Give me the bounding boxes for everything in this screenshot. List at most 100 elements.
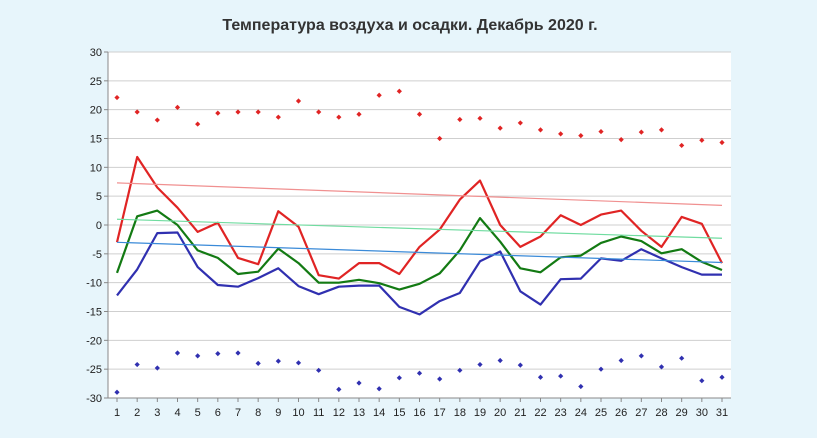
data-point-7: [356, 380, 362, 386]
data-point-6: [558, 131, 564, 137]
data-point-6: [497, 125, 503, 131]
x-tick-label: 17: [434, 407, 446, 419]
data-point-7: [114, 389, 120, 395]
data-point-6: [537, 127, 544, 133]
y-tick-label: -20: [86, 335, 102, 347]
data-point-6: [356, 111, 362, 117]
y-tick-label: 30: [90, 47, 102, 59]
data-point-6: [719, 139, 725, 146]
x-tick-label: 23: [555, 407, 567, 419]
x-tick-label: 13: [353, 407, 365, 419]
x-tick-label: 29: [676, 407, 688, 419]
data-point-7: [376, 386, 382, 392]
x-tick-label: 10: [292, 407, 304, 419]
y-tick-label: 0: [96, 220, 102, 232]
x-tick-label: 12: [333, 407, 345, 419]
data-point-7: [578, 383, 584, 390]
data-point-7: [396, 375, 402, 381]
y-tick-label: 10: [90, 162, 102, 174]
data-point-7: [154, 365, 160, 371]
y-tick-label: -15: [86, 307, 102, 319]
data-point-7: [699, 378, 705, 384]
data-point-7: [598, 366, 604, 372]
data-point-7: [295, 360, 302, 366]
x-tick-label: 21: [514, 407, 526, 419]
data-point-6: [174, 104, 181, 110]
trend-line-5: [116, 241, 723, 264]
data-point-7: [477, 361, 483, 368]
data-point-6: [416, 111, 423, 117]
x-tick-label: 16: [413, 407, 425, 419]
data-point-7: [255, 360, 261, 366]
data-point-6: [154, 117, 160, 123]
x-tick-label: 11: [313, 407, 324, 419]
data-point-6: [658, 127, 665, 133]
x-tick-label: 22: [534, 407, 546, 419]
data-point-6: [316, 109, 322, 115]
data-point-7: [457, 367, 463, 373]
data-point-6: [437, 135, 443, 142]
data-point-7: [719, 374, 725, 380]
series-line-1: [115, 209, 723, 291]
y-tick-label: 15: [90, 134, 102, 146]
data-point-6: [679, 142, 685, 149]
series-line-2: [116, 231, 722, 316]
trend-line-3: [116, 182, 723, 206]
y-tick-label: -5: [92, 249, 102, 261]
data-point-7: [336, 386, 342, 392]
data-point-7: [134, 361, 140, 368]
data-point-7: [537, 374, 544, 380]
x-tick-label: 18: [454, 407, 466, 419]
y-tick-label: -10: [86, 278, 102, 290]
data-point-6: [215, 110, 221, 116]
data-point-6: [275, 114, 281, 120]
data-point-6: [336, 114, 342, 120]
x-tick-label: 28: [655, 407, 667, 419]
data-point-6: [114, 94, 120, 101]
x-tick-label: 26: [615, 407, 627, 419]
x-tick-label: 8: [255, 407, 261, 419]
data-point-7: [174, 350, 181, 356]
x-tick-label: 14: [373, 407, 385, 419]
data-point-7: [275, 358, 281, 364]
x-tick-label: 2: [134, 407, 140, 419]
data-point-6: [477, 115, 483, 121]
data-point-6: [376, 92, 382, 98]
data-point-7: [558, 373, 564, 379]
data-point-7: [497, 357, 503, 364]
y-tick-label: -25: [86, 364, 102, 376]
data-point-6: [235, 109, 241, 115]
data-point-7: [517, 362, 523, 368]
data-point-6: [457, 116, 463, 123]
data-point-6: [699, 137, 705, 143]
data-point-7: [215, 350, 221, 357]
data-point-6: [396, 88, 402, 94]
x-tick-label: 30: [696, 407, 708, 419]
x-tick-label: 1: [114, 407, 120, 419]
x-tick-label: 20: [494, 407, 506, 419]
x-tick-label: 24: [575, 407, 587, 419]
data-point-7: [679, 355, 685, 361]
y-tick-label: 5: [96, 191, 102, 203]
x-tick-label: 31: [716, 407, 728, 419]
data-point-6: [618, 137, 624, 143]
data-point-6: [134, 109, 140, 115]
x-tick-label: 15: [393, 407, 405, 419]
x-tick-label: 9: [275, 407, 281, 419]
y-tick-label: 25: [90, 76, 102, 88]
data-point-7: [638, 353, 644, 359]
y-tick-label: 20: [90, 105, 102, 117]
data-point-6: [638, 129, 644, 135]
x-tick-label: 6: [215, 407, 221, 419]
x-tick-label: 25: [595, 407, 607, 419]
data-point-7: [316, 367, 322, 373]
trend-line-4: [116, 218, 723, 239]
x-tick-label: 7: [235, 407, 241, 419]
data-point-6: [295, 98, 302, 104]
x-tick-label: 19: [474, 407, 486, 419]
data-point-7: [618, 357, 624, 364]
x-tick-label: 27: [635, 407, 647, 419]
data-point-6: [255, 109, 261, 115]
